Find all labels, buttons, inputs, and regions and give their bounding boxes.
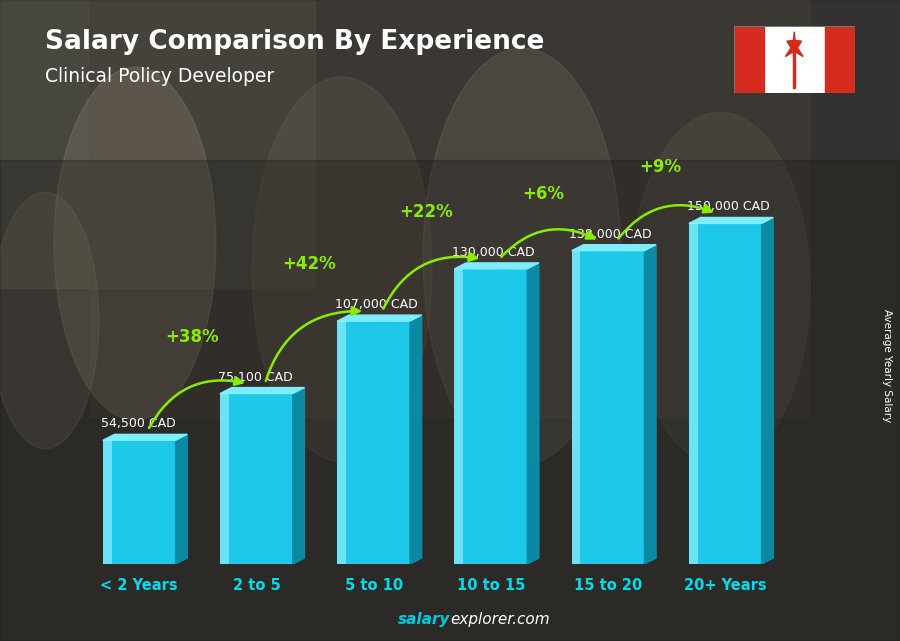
- Polygon shape: [338, 315, 422, 321]
- Text: Average Yearly Salary: Average Yearly Salary: [881, 309, 892, 422]
- Text: 150,000 CAD: 150,000 CAD: [687, 201, 770, 213]
- Bar: [793, 51, 796, 88]
- Bar: [0, 0, 315, 288]
- Text: 107,000 CAD: 107,000 CAD: [335, 298, 418, 311]
- Bar: [572, 251, 580, 564]
- Bar: [220, 394, 292, 564]
- Text: +38%: +38%: [165, 328, 219, 346]
- Bar: [688, 224, 698, 564]
- Polygon shape: [786, 31, 803, 56]
- Bar: [103, 440, 112, 564]
- Polygon shape: [761, 217, 773, 564]
- Bar: [338, 321, 410, 564]
- Bar: [572, 251, 644, 564]
- Text: salary: salary: [398, 612, 450, 627]
- Polygon shape: [220, 388, 304, 394]
- Text: +6%: +6%: [523, 185, 564, 203]
- Ellipse shape: [423, 48, 621, 465]
- Ellipse shape: [630, 112, 810, 465]
- Bar: [90, 0, 810, 417]
- Text: 130,000 CAD: 130,000 CAD: [452, 246, 535, 259]
- Polygon shape: [527, 263, 539, 564]
- Polygon shape: [176, 435, 187, 564]
- Polygon shape: [688, 217, 773, 224]
- Bar: [103, 440, 176, 564]
- Text: +22%: +22%: [400, 203, 454, 221]
- Text: 138,000 CAD: 138,000 CAD: [570, 228, 652, 241]
- Text: 75,100 CAD: 75,100 CAD: [218, 370, 292, 383]
- Ellipse shape: [252, 77, 432, 462]
- FancyBboxPatch shape: [725, 19, 863, 100]
- Text: +9%: +9%: [640, 158, 682, 176]
- Text: explorer.com: explorer.com: [450, 612, 550, 627]
- Bar: [688, 224, 761, 564]
- Polygon shape: [103, 435, 187, 440]
- Polygon shape: [454, 263, 539, 269]
- Ellipse shape: [0, 192, 99, 449]
- Text: 54,500 CAD: 54,500 CAD: [101, 417, 176, 430]
- Polygon shape: [410, 315, 422, 564]
- Bar: [220, 394, 229, 564]
- Bar: [454, 269, 527, 564]
- Ellipse shape: [54, 67, 216, 420]
- Bar: [338, 321, 346, 564]
- Bar: [0, 160, 900, 641]
- Polygon shape: [644, 245, 656, 564]
- Bar: [734, 26, 764, 93]
- Polygon shape: [572, 245, 656, 251]
- Bar: [824, 26, 855, 93]
- Bar: [454, 269, 464, 564]
- Text: Salary Comparison By Experience: Salary Comparison By Experience: [45, 29, 544, 55]
- Text: Clinical Policy Developer: Clinical Policy Developer: [45, 67, 274, 87]
- Text: +42%: +42%: [283, 255, 336, 274]
- Polygon shape: [292, 388, 304, 564]
